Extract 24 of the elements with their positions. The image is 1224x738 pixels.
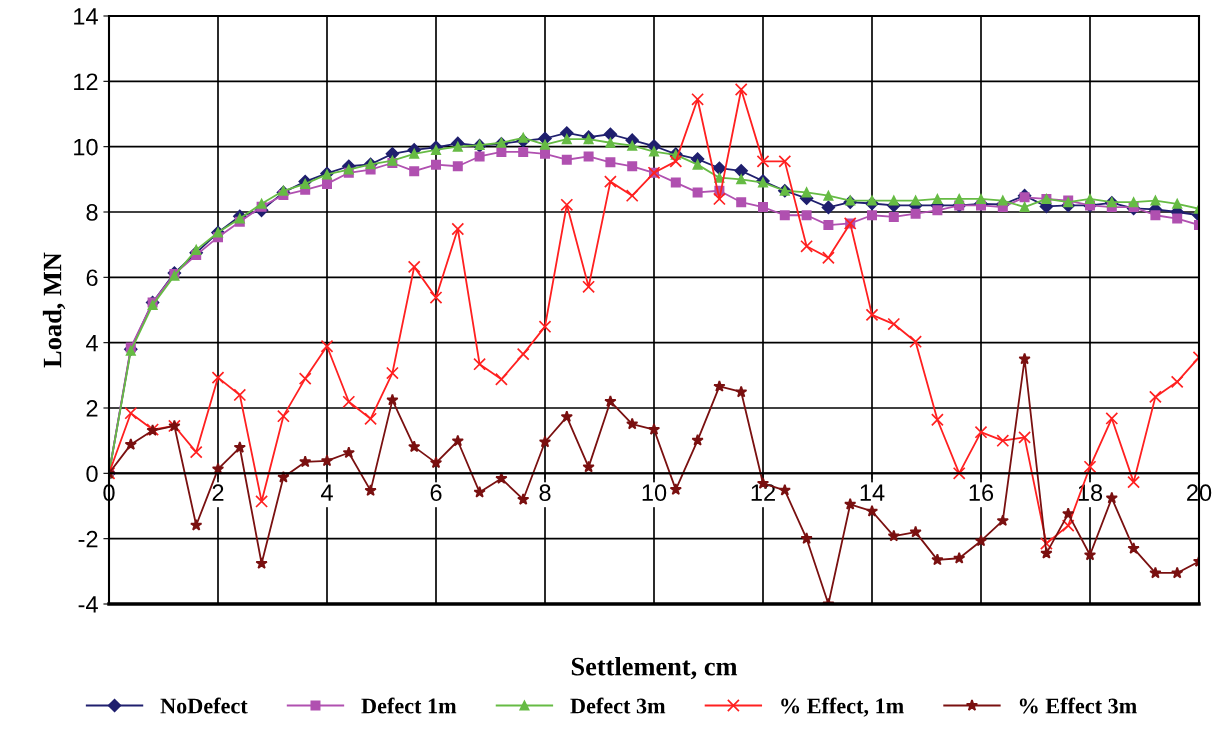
y-tick-label: 12 [74,73,98,90]
y-tick-label: -4 [78,596,98,613]
x-tick-label: 10 [642,484,667,502]
y-tick-label: 14 [74,8,98,25]
y-tick-label: -2 [78,530,98,548]
y-tick-label: 4 [86,334,98,352]
y-tick-label: 10 [74,138,98,156]
y-tick-label: 8 [86,204,98,221]
legend-label: % Effect 3m [1019,697,1137,714]
y-tick-label: 2 [86,400,98,417]
y-axis-title: Load, MN [42,252,66,368]
x-tick-label: 6 [430,484,442,502]
y-tick-label: 6 [86,269,98,287]
legend-label: % Effect, 1m [781,697,904,717]
legend-label: NoDefect [160,697,248,714]
x-tick-label: 2 [212,484,224,501]
x-tick-label: 4 [320,484,333,501]
y-tick-label: 0 [86,465,98,483]
x-tick-label: 16 [969,484,994,502]
x-tick-label: 14 [860,484,885,501]
x-axis-title: Settlement, cm [571,656,738,680]
legend-label: Defect 1m [361,697,457,714]
x-tick-label: 8 [539,484,551,502]
legend-label: Defect 3m [570,697,666,714]
